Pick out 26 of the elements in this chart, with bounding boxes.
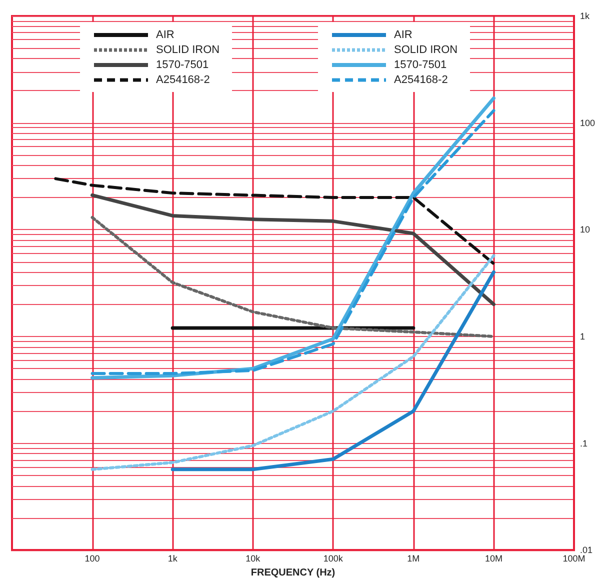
line-series — [90, 254, 496, 471]
y-tick-label: 10 — [580, 224, 590, 235]
y-tick-label: 100 — [580, 118, 596, 128]
legend-label: SOLID IRON — [156, 44, 220, 56]
y-tick-label: .1 — [580, 438, 588, 448]
legend-label: SOLID IRON — [394, 44, 458, 56]
legend-label: 1570-7501 — [156, 58, 209, 70]
y-tick-label: 1k — [580, 11, 590, 21]
x-tick-label: 10k — [246, 554, 261, 564]
legend-label: 1570-7501 — [394, 58, 447, 70]
legend-label: AIR — [156, 28, 174, 40]
x-tick-label: 100 — [84, 554, 100, 564]
y-tick-label: 1 — [580, 331, 586, 342]
x-tick-label: 1k — [168, 554, 178, 564]
x-tick-label: 1M — [407, 554, 420, 564]
legend-label: AIR — [394, 28, 412, 40]
x-tick-label: 100k — [323, 554, 344, 564]
x-tick-label: 100M — [562, 554, 586, 564]
x-axis-title: FREQUENCY (Hz) — [250, 568, 336, 578]
line-series — [90, 193, 496, 306]
y-tick-label: .01 — [580, 545, 593, 556]
line-series — [170, 270, 496, 472]
legend-label: A254168-2 — [156, 74, 210, 86]
line-series — [90, 216, 496, 338]
legend-label: A254168-2 — [394, 74, 448, 86]
x-tick-label: 10M — [484, 554, 502, 564]
